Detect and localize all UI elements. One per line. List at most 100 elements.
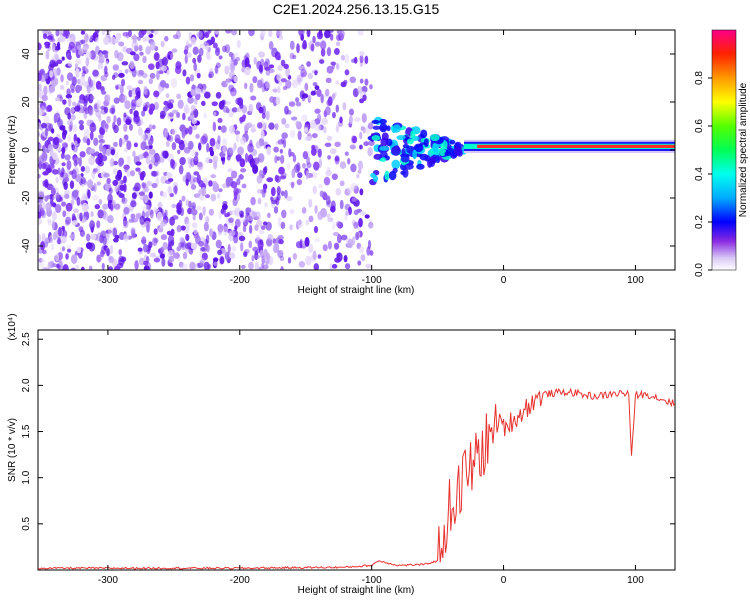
heatmap-cell [151, 182, 158, 189]
heatmap-cell [137, 247, 143, 252]
heatmap-cell [102, 203, 109, 210]
heatmap-cell [211, 101, 218, 107]
heatmap-cell [282, 86, 288, 91]
heatmap-cell [84, 33, 89, 43]
heatmap-cell [188, 158, 193, 169]
heatmap-cell [316, 88, 322, 98]
heatmap-cell [62, 32, 69, 37]
heatmap-cell [413, 143, 424, 153]
heatmap-cell [185, 220, 191, 229]
heatmap-cell [222, 138, 228, 147]
heatmap-cell [184, 216, 190, 225]
heatmap-cell [155, 61, 160, 70]
heatmap-cell [95, 165, 101, 174]
heatmap-cell [314, 41, 321, 47]
heatmap-cell [214, 30, 219, 35]
heatmap-cell [199, 257, 206, 267]
heatmap-cell [276, 73, 282, 82]
heatmap-cell [107, 193, 113, 204]
heatmap-cell [371, 119, 380, 124]
heatmap-cell [93, 182, 97, 193]
heatmap-cell [233, 142, 237, 150]
heatmap-cell [208, 208, 214, 216]
heatmap-cell [205, 216, 210, 224]
heatmap-cell [51, 128, 55, 134]
heatmap-cell [176, 246, 181, 252]
colorbar-tick-label: 0.4 [694, 167, 705, 181]
heatmap-cell [174, 134, 181, 144]
heatmap-cell [230, 30, 238, 36]
heatmap-cell [312, 35, 316, 44]
heatmap-cell [274, 155, 278, 164]
heatmap-cell [59, 84, 65, 90]
heatmap-cell [58, 30, 64, 36]
heatmap-cell [38, 122, 42, 130]
heatmap-cell [123, 233, 129, 242]
heatmap-cell [104, 212, 109, 222]
heatmap-cell [55, 97, 61, 102]
heatmap-cell [179, 156, 186, 166]
heatmap-cell [326, 213, 331, 218]
heatmap-cell [151, 170, 158, 177]
heatmap-cell [319, 40, 327, 50]
heatmap-cell [180, 225, 186, 231]
heatmap-cell [75, 173, 82, 183]
heatmap-cell [130, 213, 136, 219]
heatmap-cell [119, 184, 126, 192]
heatmap-cell [229, 62, 236, 72]
heatmap-cell [178, 164, 184, 175]
heatmap-cell [203, 91, 211, 99]
heatmap-cell [190, 242, 198, 250]
heatmap-cell [176, 112, 181, 118]
heatmap-cell [64, 216, 72, 225]
heatmap-cell [126, 47, 133, 55]
heatmap-cell [180, 240, 187, 251]
heatmap-cell [210, 36, 216, 45]
heatmap-cell [49, 185, 55, 191]
heatmap-cell [51, 68, 59, 77]
heatmap-cell [160, 65, 168, 72]
heatmap-cell [83, 129, 91, 139]
heatmap-cell [118, 232, 125, 241]
heatmap-cell [141, 236, 147, 245]
heatmap-cell [59, 247, 64, 253]
heatmap-cell [217, 125, 222, 130]
heatmap-cell [116, 169, 123, 180]
heatmap-cell [420, 129, 428, 139]
heatmap-cell [288, 101, 296, 107]
heatmap-cell [348, 115, 353, 125]
heatmap-cell [59, 36, 66, 43]
heatmap-cell [344, 69, 350, 76]
heatmap-cell [104, 65, 108, 75]
heatmap-cell [118, 255, 125, 262]
heatmap-cell [113, 124, 119, 134]
heatmap-cell [123, 216, 128, 227]
heatmap-cell [41, 258, 45, 263]
heatmap-cell [51, 54, 56, 61]
heatmap-cell [306, 61, 312, 67]
heatmap-cell [123, 164, 130, 170]
heatmap-cell [252, 246, 259, 252]
heatmap-cell [161, 57, 168, 67]
heatmap-cell [96, 181, 102, 186]
heatmap-cell [142, 106, 147, 112]
heatmap-cell [38, 109, 43, 116]
heatmap-cell [208, 71, 215, 79]
heatmap-cell [144, 185, 150, 193]
heatmap-cell [296, 178, 303, 186]
heatmap-cell [228, 125, 235, 134]
heatmap-cell [230, 245, 237, 252]
heatmap-cell [171, 109, 178, 114]
y-tick-label: 1.5 [21, 424, 32, 438]
heatmap-cell [73, 189, 79, 196]
heatmap-cell [334, 156, 340, 162]
heatmap-cell [357, 260, 362, 266]
heatmap-cell [118, 193, 125, 199]
snr-y-label: SNR (10 * v/v) [7, 418, 18, 482]
heatmap-cell [230, 170, 238, 179]
heatmap-cell [70, 267, 76, 270]
heatmap-cell [169, 193, 175, 198]
heatmap-cell [129, 60, 135, 70]
heatmap-cell [38, 190, 45, 195]
heatmap-cell [286, 162, 291, 170]
